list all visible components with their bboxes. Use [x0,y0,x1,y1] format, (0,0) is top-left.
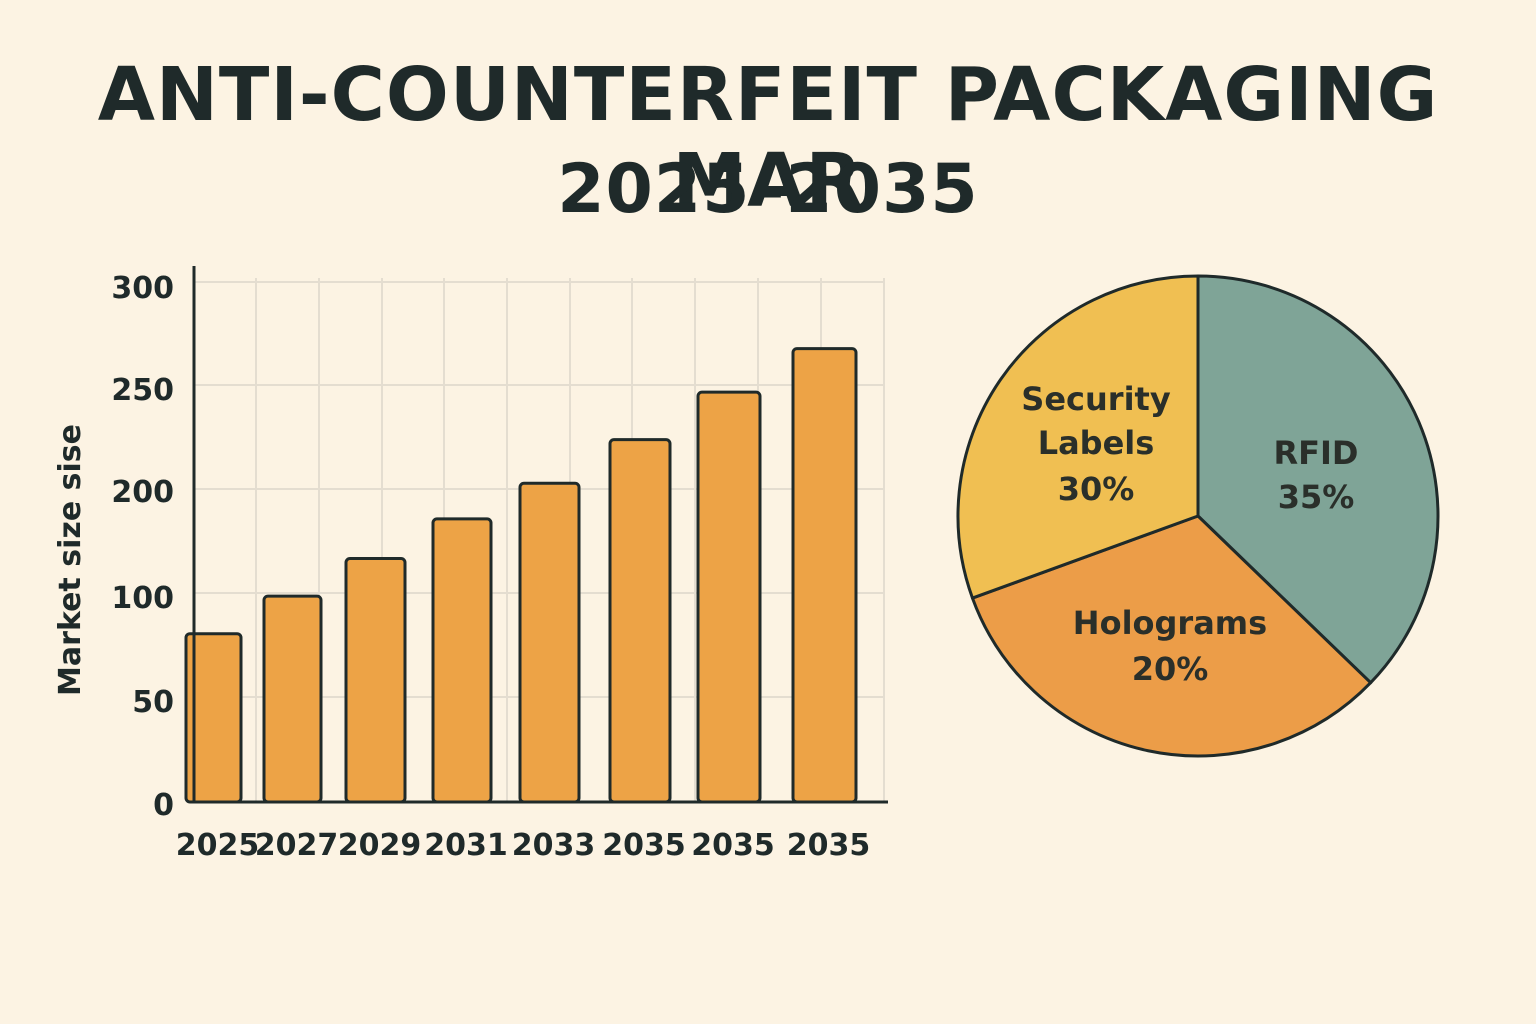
x-tick-label: 2033 [512,828,596,863]
y-tick-label: 200 [111,475,174,510]
bar-2029 [344,556,407,804]
x-tick-label: 2035 [691,828,775,863]
bar-2035 [608,438,672,804]
y-axis-label: Market size sise [53,424,88,696]
bar-chart-axes [192,266,888,804]
x-tick-label: 2027 [255,828,339,863]
x-tick-label: 2035 [787,828,871,863]
bar-2031 [431,517,493,804]
y-tick-label: 250 [111,373,174,408]
bar-2035 [696,390,762,804]
pie-label-security-line1: Security [1021,380,1171,418]
x-tick-label: 2035 [602,828,686,863]
x-tick-label: 2025 [176,828,260,863]
chart-title-line2: 2025–2035 [557,150,979,229]
bar-chart-bars [184,347,858,804]
y-tick-label: 100 [111,581,174,616]
y-tick-label: 300 [111,271,174,306]
y-tick-label: 50 [132,685,174,720]
y-tick-labels: 300 250 200 100 50 0 [111,271,174,823]
x-tick-label: 2029 [338,828,422,863]
pie-labels: Security Labels 30% RFID 35% Holograms 2… [1021,380,1358,688]
pie-label-rfid-value: 35% [1278,478,1355,516]
pie-slice-rfid [1196,274,1440,685]
pie-slice-holograms [970,514,1373,758]
pie-label-rfid-name: RFID [1274,434,1359,472]
chart-title-line1: ANTI-COUNTERFEIT PACKAGING MAR [97,52,1439,224]
bar-2035 [791,347,858,804]
bar-2033 [518,481,581,804]
y-tick-label: 0 [153,788,174,823]
pie-slice-security-labels [956,274,1200,600]
bar-2027 [262,594,323,804]
x-tick-label: 2031 [424,828,508,863]
pie-label-security-line2: Labels [1038,424,1155,462]
pie-label-holograms-value: 20% [1132,650,1209,688]
pie-label-holograms-name: Holograms [1073,604,1267,642]
pie-label-security-value: 30% [1058,470,1135,508]
pie-chart [956,274,1440,758]
